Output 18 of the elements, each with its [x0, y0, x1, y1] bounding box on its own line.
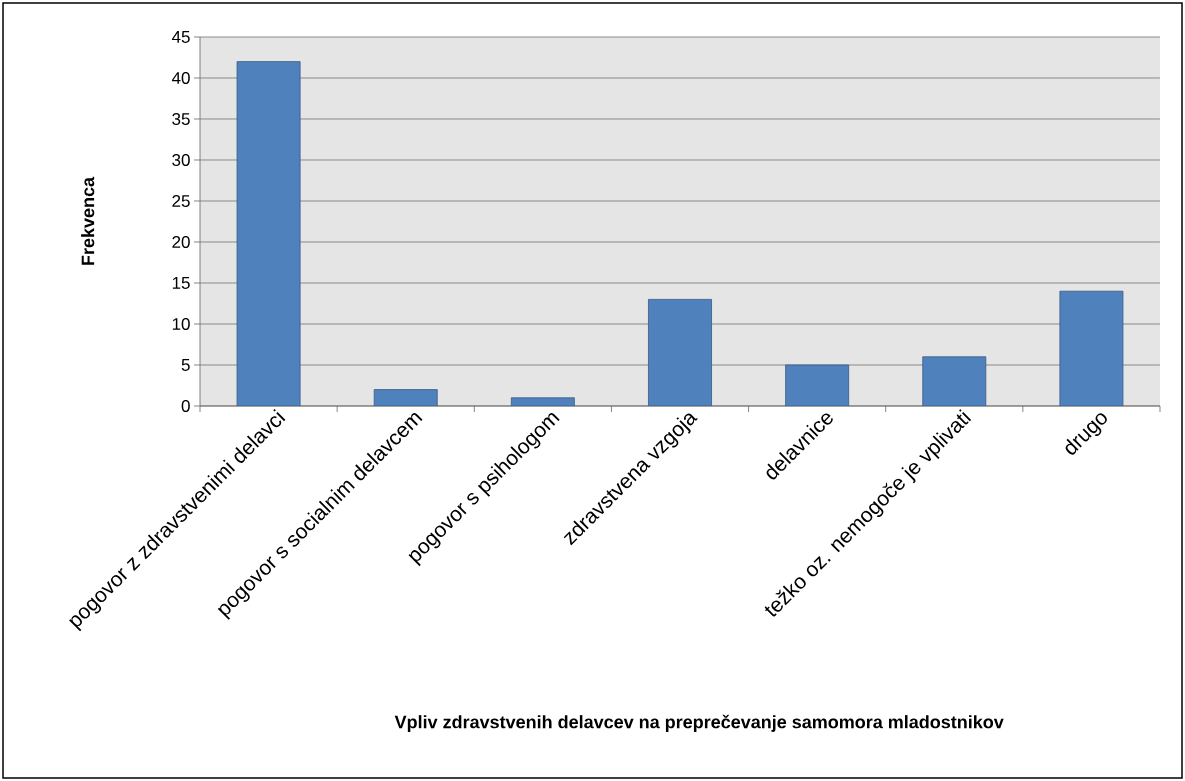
y-tick-label: 5 [181, 359, 190, 371]
y-tick-label: 20 [172, 235, 190, 249]
bar [236, 61, 301, 406]
y-axis-title: Frekvenca [81, 176, 95, 265]
bar [1059, 290, 1124, 406]
y-tick-label: 40 [171, 71, 190, 85]
y-tick-label: 45 [171, 31, 190, 43]
x-axis-title: Vpliv zdravstvenih delavcev na preprečevanje samomora mladostnikov [394, 714, 1004, 732]
y-tick-label: 25 [172, 194, 190, 208]
y-tick-label: 35 [172, 112, 190, 126]
bar [648, 298, 712, 406]
y-tick-label: 10 [172, 317, 190, 331]
bar [785, 364, 850, 406]
bar [922, 356, 987, 406]
y-tick-label: 0 [181, 399, 190, 413]
bar [373, 389, 438, 406]
y-tick-label: 15 [172, 277, 190, 289]
y-tick-label: 30 [172, 153, 190, 167]
